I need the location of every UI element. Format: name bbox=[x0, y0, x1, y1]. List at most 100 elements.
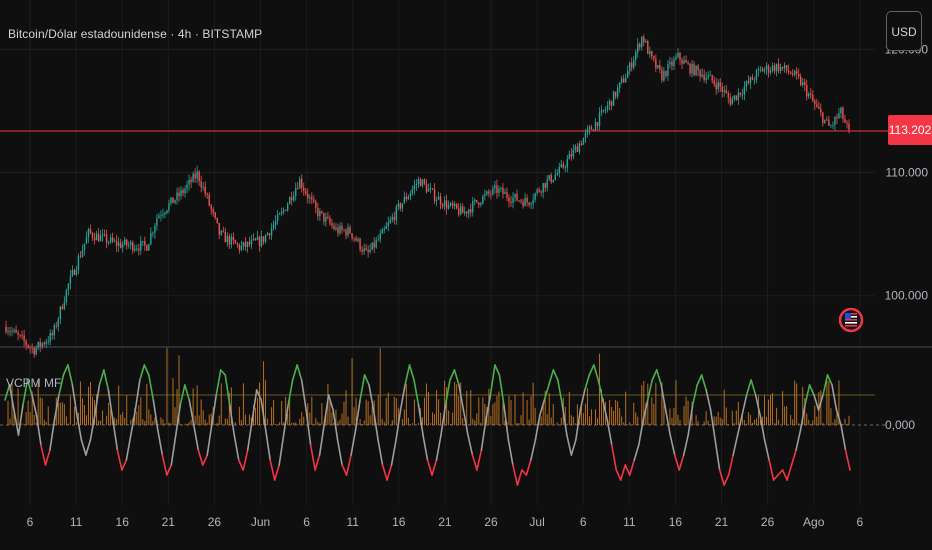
candle-body bbox=[387, 222, 389, 227]
oscillator-segment bbox=[826, 374, 833, 386]
candle-body bbox=[385, 226, 387, 229]
oscillator-segment bbox=[152, 399, 159, 431]
candle-body bbox=[552, 179, 554, 182]
candle-body bbox=[802, 82, 804, 86]
candle-body bbox=[85, 236, 88, 244]
candle-body bbox=[11, 331, 13, 332]
candle-body bbox=[415, 184, 418, 185]
candle-body bbox=[546, 179, 548, 188]
candle-body bbox=[437, 196, 440, 200]
candle-body bbox=[47, 341, 49, 343]
oscillator-segment bbox=[516, 469, 523, 486]
candle-body bbox=[333, 225, 335, 230]
oscillator-segment bbox=[512, 464, 519, 486]
oscillator-segment bbox=[386, 464, 393, 481]
candle-body bbox=[655, 59, 657, 69]
candle-body bbox=[188, 179, 190, 185]
candle-body bbox=[502, 187, 504, 194]
oscillator-segment bbox=[781, 469, 788, 481]
candle-body bbox=[649, 51, 651, 54]
candle-body bbox=[315, 201, 317, 209]
oscillator-segment bbox=[143, 364, 150, 376]
candle-body bbox=[600, 109, 603, 113]
candle-body bbox=[719, 82, 721, 87]
oscillator-segment bbox=[237, 459, 245, 471]
oscillator-segment bbox=[116, 449, 123, 471]
candle-body bbox=[61, 306, 64, 309]
candle-body bbox=[236, 243, 239, 245]
candle-body bbox=[512, 197, 514, 203]
candle-body bbox=[793, 70, 796, 75]
candle-body bbox=[337, 227, 339, 234]
candle-body bbox=[146, 245, 148, 251]
oscillator-segment bbox=[332, 409, 339, 441]
oscillator-segment bbox=[534, 414, 541, 441]
us-flag-icon[interactable] bbox=[838, 307, 864, 333]
candle-body bbox=[170, 197, 172, 204]
candle-body bbox=[43, 343, 45, 345]
candle-body bbox=[556, 173, 558, 175]
oscillator-segment bbox=[552, 369, 559, 381]
candle-body bbox=[445, 200, 448, 209]
candle-body bbox=[482, 196, 484, 204]
candle-body bbox=[628, 62, 631, 72]
candle-body bbox=[361, 249, 363, 252]
candle-body bbox=[586, 129, 589, 133]
candle-body bbox=[576, 146, 579, 152]
oscillator-segment bbox=[615, 469, 622, 481]
oscillator-segment bbox=[440, 404, 447, 436]
candle-body bbox=[182, 190, 184, 194]
candle-body bbox=[514, 193, 516, 198]
candle-body bbox=[343, 229, 345, 231]
candle-body bbox=[383, 228, 385, 230]
candle-body bbox=[97, 233, 100, 242]
candle-body bbox=[186, 184, 188, 189]
oscillator-segment bbox=[13, 409, 20, 436]
candle-body bbox=[715, 83, 717, 90]
oscillator-segment bbox=[148, 374, 155, 401]
candle-body bbox=[234, 240, 237, 244]
candle-body bbox=[67, 283, 70, 290]
candle-body bbox=[816, 104, 818, 107]
candle-body bbox=[484, 194, 486, 197]
candle-body bbox=[25, 341, 27, 346]
candle-body bbox=[651, 51, 653, 57]
candle-body bbox=[606, 105, 609, 110]
chart-title: Bitcoin/Dólar estadounidense · 4h · BITS… bbox=[8, 27, 263, 41]
candle-body bbox=[739, 92, 742, 95]
candle-body bbox=[429, 188, 432, 190]
candle-body bbox=[168, 203, 170, 211]
candle-body bbox=[407, 196, 410, 200]
candle-body bbox=[202, 186, 204, 188]
candle-body bbox=[635, 52, 637, 61]
candle-body bbox=[331, 223, 333, 226]
candle-body bbox=[832, 124, 834, 126]
candle-body bbox=[733, 95, 736, 99]
candle-body bbox=[767, 65, 770, 73]
oscillator-segment bbox=[732, 434, 739, 456]
oscillator-segment bbox=[745, 379, 752, 396]
oscillator-segment bbox=[691, 384, 698, 406]
candle-body bbox=[814, 100, 816, 105]
oscillator-segment bbox=[53, 394, 60, 421]
candle-body bbox=[401, 203, 404, 209]
oscillator-segment bbox=[296, 364, 303, 381]
candle-body bbox=[212, 209, 214, 213]
oscillator-segment bbox=[624, 464, 631, 476]
candle-body bbox=[99, 235, 102, 242]
oscillator-segment bbox=[777, 469, 784, 476]
candle-body bbox=[144, 241, 146, 246]
oscillator-segment bbox=[327, 394, 334, 411]
currency-button[interactable]: USD bbox=[886, 11, 922, 51]
oscillator-segment bbox=[593, 364, 600, 381]
candle-body bbox=[830, 125, 832, 127]
candle-body bbox=[45, 342, 47, 345]
candle-body bbox=[345, 230, 347, 236]
oscillator-segment bbox=[718, 469, 725, 486]
candle-body bbox=[295, 188, 297, 196]
candle-body bbox=[562, 164, 565, 168]
candle-body bbox=[403, 196, 406, 204]
candle-body bbox=[347, 227, 349, 236]
candle-body bbox=[260, 236, 263, 246]
